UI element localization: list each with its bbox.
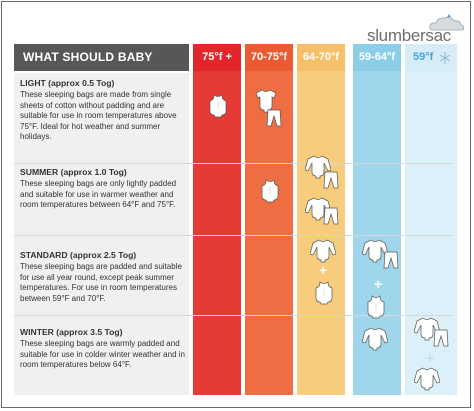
row-light: LIGHT (approx 0.5 Tog) These sleeping ba… bbox=[20, 78, 185, 143]
row-bg-summer bbox=[14, 163, 189, 235]
column-body bbox=[297, 71, 345, 395]
plus-sign: + bbox=[426, 350, 435, 366]
column-header: 59°f bbox=[405, 44, 457, 71]
column-75-plus: 75°f + bbox=[193, 44, 241, 395]
long-sleeve-bodysuit-icon bbox=[310, 239, 336, 263]
column-64-70: 64-70°f bbox=[297, 44, 345, 395]
row-description: These sleeping bags are made from single… bbox=[20, 90, 177, 142]
column-header: 64-70°f bbox=[297, 44, 345, 71]
column-header: 59-64°f bbox=[353, 44, 401, 71]
sleeveless-bodysuit-icon bbox=[261, 179, 279, 203]
row-winter: WINTER (approx 3.5 Tog) These sleeping b… bbox=[20, 327, 185, 371]
row-title: LIGHT (approx 0.5 Tog) bbox=[20, 78, 115, 88]
pants-icon bbox=[383, 251, 399, 269]
plus-sign: + bbox=[319, 262, 328, 278]
row-title: SUMMER (approx 1.0 Tog) bbox=[20, 167, 127, 177]
column-header: 75°f + bbox=[193, 44, 241, 71]
column-body bbox=[405, 71, 457, 395]
row-title: WINTER (approx 3.5 Tog) bbox=[20, 327, 123, 337]
row-description: These sleeping bags are warmly padded an… bbox=[20, 339, 185, 370]
plus-sign: + bbox=[374, 276, 383, 292]
row-description: These sleeping bags are only lightly pad… bbox=[20, 179, 177, 210]
row-divider bbox=[14, 163, 454, 164]
long-sleeve-bodysuit-icon bbox=[362, 327, 388, 351]
row-bg-standard bbox=[14, 235, 189, 315]
snowflake-icon bbox=[439, 52, 451, 64]
sleeveless-bodysuit-icon bbox=[315, 281, 333, 305]
row-standard: STANDARD (approx 2.5 Tog) These sleeping… bbox=[20, 250, 185, 304]
cloud-logo-icon bbox=[429, 14, 465, 31]
sleeveless-bodysuit-icon bbox=[209, 94, 227, 118]
brand-name: slumbersac bbox=[367, 26, 451, 45]
column-body bbox=[193, 71, 241, 395]
row-divider bbox=[14, 235, 454, 236]
sleeveless-bodysuit-icon bbox=[367, 295, 385, 319]
row-divider bbox=[14, 315, 454, 316]
brand-logo: slumbersac bbox=[367, 14, 467, 48]
pants-icon bbox=[323, 207, 339, 225]
row-description: These sleeping bags are padded and suita… bbox=[20, 262, 182, 303]
row-bg-light bbox=[14, 73, 189, 163]
row-bg-winter bbox=[14, 315, 189, 395]
pants-icon bbox=[266, 109, 282, 127]
row-summer: SUMMER (approx 1.0 Tog) These sleeping b… bbox=[20, 167, 185, 211]
column-header-label: 59°f bbox=[413, 51, 434, 63]
column-header: 70-75°f bbox=[245, 44, 293, 71]
pants-icon bbox=[323, 171, 339, 189]
table-heading: WHAT SHOULD BABY WEAR bbox=[14, 44, 189, 91]
pants-icon bbox=[433, 329, 449, 347]
row-title: STANDARD (approx 2.5 Tog) bbox=[20, 250, 137, 260]
long-sleeve-bodysuit-icon bbox=[414, 367, 440, 391]
column-below-59: 59°f bbox=[405, 44, 457, 395]
